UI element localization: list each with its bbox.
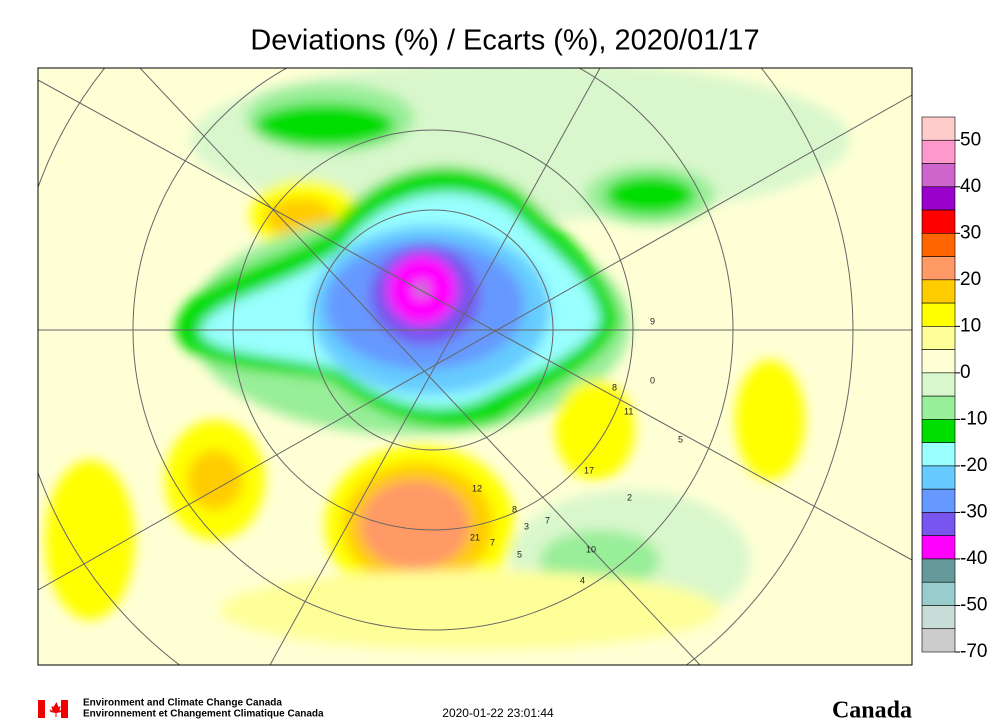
- legend-label: -50: [960, 594, 987, 615]
- legend-label: -10: [960, 408, 987, 429]
- map: [38, 68, 912, 665]
- color-legend: 50 40 30 20 10 0 -10 -20 -30 -40 -50 -70: [921, 116, 987, 662]
- legend-swatch: [921, 163, 956, 188]
- station-value: 9: [650, 316, 655, 326]
- legend-swatch: [921, 442, 956, 467]
- station-value: 3: [524, 521, 529, 531]
- station-value: 5: [517, 549, 522, 559]
- legend-label: 30: [960, 222, 981, 243]
- legend-swatch: [921, 512, 956, 536]
- legend-swatch: [921, 465, 956, 490]
- legend-swatch: [921, 209, 956, 234]
- legend-label: -40: [960, 548, 987, 569]
- legend-swatch: [921, 419, 956, 443]
- timestamp: 2020-01-22 23:01:44: [442, 706, 554, 720]
- station-value: 12: [472, 483, 482, 493]
- legend-label: -30: [960, 501, 987, 522]
- legend-swatch: [921, 233, 956, 257]
- station-value: 5: [678, 434, 683, 444]
- station-value: 4: [580, 575, 585, 585]
- agency-fr: Environnement et Changement Climatique C…: [83, 709, 324, 720]
- legend-swatch: [921, 372, 956, 397]
- legend-label: -70: [960, 641, 987, 662]
- legend-swatch: [921, 326, 956, 350]
- legend-swatch: [921, 116, 956, 141]
- legend-swatch: [921, 628, 956, 653]
- station-value: 17: [584, 465, 594, 475]
- station-value: 2: [627, 492, 632, 502]
- station-value: 11: [624, 406, 633, 416]
- station-value: 8: [612, 382, 617, 392]
- legend-label: 0: [960, 362, 971, 383]
- station-value: 7: [545, 515, 550, 525]
- station-value: 21: [470, 532, 480, 542]
- legend-swatch: [921, 581, 956, 606]
- legend-label: 50: [960, 129, 981, 150]
- legend-swatch: [921, 279, 956, 304]
- legend-swatch: [921, 139, 956, 164]
- legend-swatch: [921, 488, 956, 513]
- legend-label: 40: [960, 176, 981, 197]
- agency-en: Environment and Climate Change Canada: [83, 698, 282, 709]
- station-value: 0: [650, 375, 655, 385]
- legend-swatch: [921, 349, 956, 374]
- legend-label: -20: [960, 455, 987, 476]
- title: Deviations (%) / Ecarts (%), 2020/01/17: [250, 25, 759, 57]
- legend-swatch: [921, 302, 956, 327]
- legend-swatch: [921, 605, 956, 630]
- legend-swatch: [921, 186, 956, 211]
- station-value: 10: [586, 544, 596, 554]
- station-value: 7: [490, 537, 495, 547]
- footer: Environment and Climate Change Canada En…: [38, 698, 912, 724]
- legend-swatch: [921, 558, 956, 583]
- wordmark: Canada: [832, 698, 912, 724]
- map-frame: [37, 67, 913, 666]
- legend-label: 20: [960, 269, 981, 290]
- legend-swatch: [921, 256, 956, 281]
- station-value: 8: [512, 504, 517, 514]
- legend-label: 10: [960, 315, 981, 336]
- legend-swatch: [921, 395, 956, 420]
- legend-swatch: [921, 535, 956, 560]
